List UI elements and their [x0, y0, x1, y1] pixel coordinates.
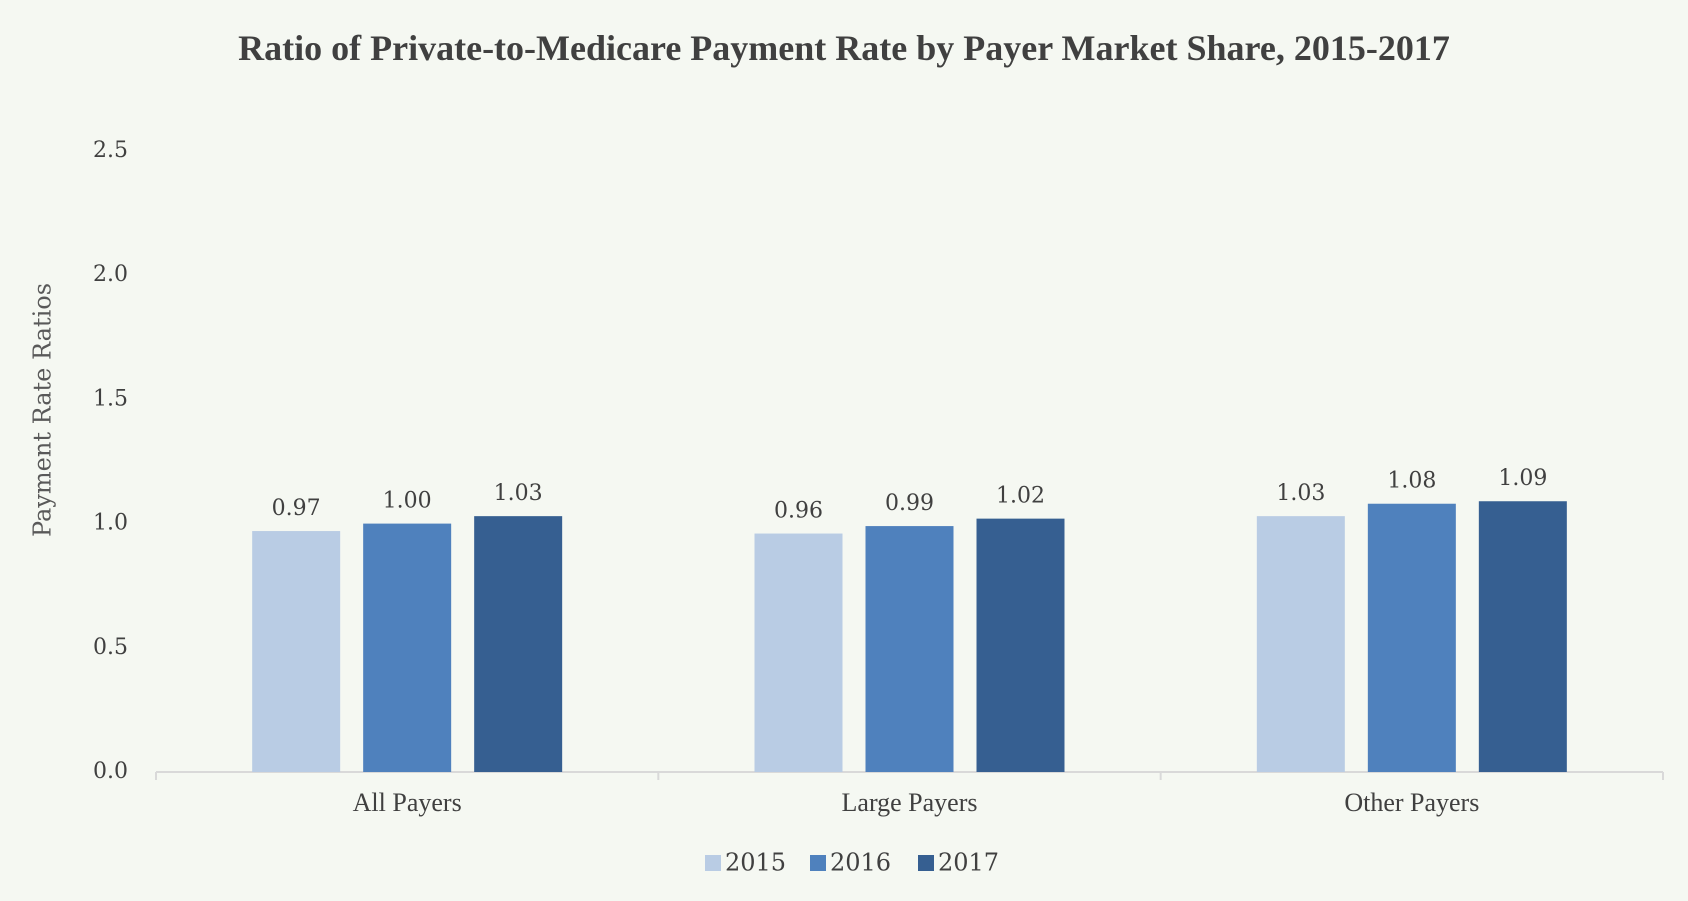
- y-tick-label: 0.0: [93, 759, 128, 784]
- y-axis-label: Payment Rate Ratios: [29, 283, 57, 537]
- y-tick-label: 2.5: [93, 138, 128, 163]
- value-label: 1.03: [1276, 481, 1325, 506]
- legend-label: 2017: [938, 849, 999, 877]
- y-tick-label: 0.5: [93, 635, 128, 660]
- value-label: 1.08: [1387, 469, 1436, 494]
- bar: [1478, 501, 1567, 772]
- value-label: 0.99: [885, 491, 934, 516]
- value-label: 1.02: [996, 484, 1045, 509]
- bar: [474, 516, 563, 772]
- bar: [1256, 516, 1345, 772]
- bar: [976, 518, 1065, 772]
- x-tick-label: All Payers: [353, 788, 462, 817]
- legend-label: 2015: [725, 849, 786, 877]
- bar: [865, 526, 954, 772]
- y-tick-label: 1.5: [93, 386, 128, 411]
- bar: [363, 523, 452, 772]
- legend-swatch: [810, 855, 826, 871]
- bar: [1367, 503, 1456, 772]
- value-label: 0.96: [774, 499, 823, 524]
- y-tick-label: 1.0: [93, 511, 128, 536]
- legend-label: 2016: [830, 849, 891, 877]
- legend-swatch: [705, 855, 721, 871]
- x-tick-label: Other Payers: [1344, 788, 1479, 817]
- value-label: 1.09: [1498, 466, 1547, 491]
- bar: [252, 531, 341, 772]
- value-label: 0.97: [272, 496, 321, 521]
- value-label: 1.00: [383, 489, 432, 514]
- y-tick-label: 2.0: [93, 262, 128, 287]
- chart-title: Ratio of Private-to-Medicare Payment Rat…: [238, 28, 1450, 68]
- legend-swatch: [918, 855, 934, 871]
- value-label: 1.03: [494, 481, 543, 506]
- x-tick-label: Large Payers: [842, 788, 978, 817]
- bar: [754, 533, 843, 772]
